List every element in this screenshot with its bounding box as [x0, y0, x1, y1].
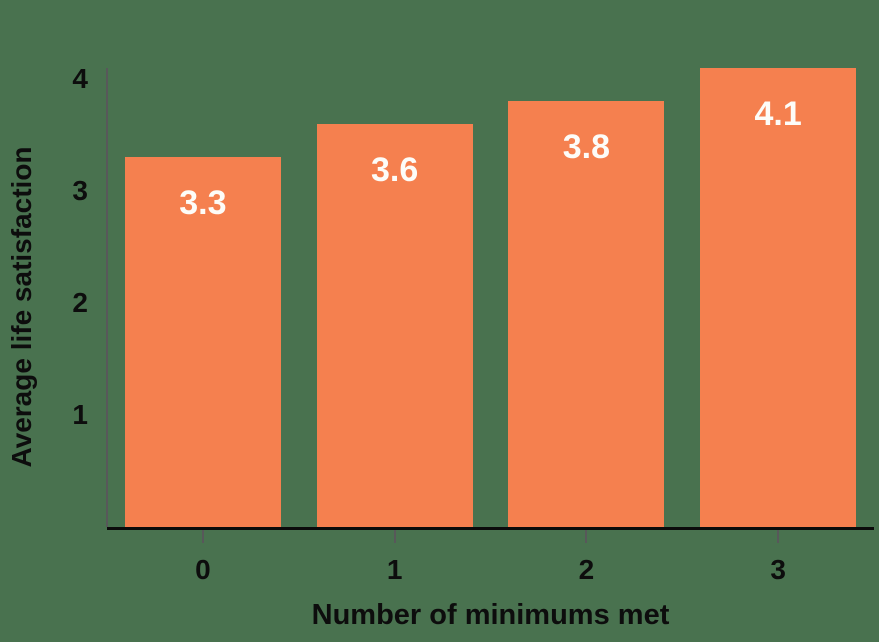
y-tick-label: 4: [72, 63, 88, 94]
bar: 3.6: [316, 124, 473, 527]
bar-value-label: 4.1: [754, 95, 802, 133]
bar: 3.8: [508, 101, 665, 527]
bar-value-label: 3.3: [179, 184, 227, 222]
x-tick-label: 2: [578, 554, 595, 585]
x-tick-label: 3: [770, 554, 786, 585]
y-tick-label: 1: [72, 399, 88, 430]
x-axis-line: [107, 527, 874, 530]
x-tick-mark: [201, 530, 204, 543]
x-tick-mark: [585, 530, 588, 543]
y-tick-label: 3: [72, 175, 88, 206]
x-tick-label: 1: [386, 554, 403, 585]
x-tick-mark: [777, 530, 780, 543]
x-axis-title: Number of minimums met: [311, 599, 670, 631]
bar-value-label: 3.6: [370, 151, 419, 189]
x-tick-label: 0: [195, 554, 211, 585]
y-axis-line: [106, 68, 108, 527]
bar-value-label: 3.8: [562, 128, 610, 166]
x-tick-mark: [393, 530, 396, 543]
bar: 3.3: [124, 157, 281, 527]
y-tick-label: 2: [72, 287, 88, 318]
bar: 4.1: [700, 68, 857, 527]
